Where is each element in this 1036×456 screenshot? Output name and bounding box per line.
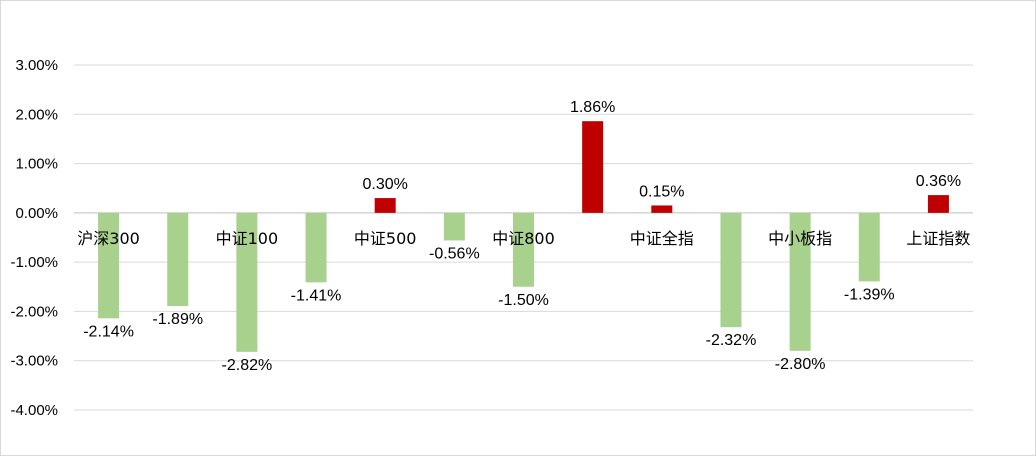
category-label: 沪深300	[77, 229, 140, 248]
y-tick-label: 1.00%	[15, 156, 58, 173]
bar	[858, 212, 880, 282]
bar	[167, 212, 189, 307]
data-label: -0.56%	[429, 245, 480, 262]
data-label: -1.41%	[291, 287, 342, 304]
bar	[443, 212, 465, 241]
category-label: 中证500	[354, 229, 417, 248]
bar	[651, 205, 673, 213]
bar	[582, 121, 604, 213]
data-label: -2.14%	[83, 323, 134, 340]
bar	[789, 212, 811, 351]
data-label: -1.50%	[498, 292, 549, 309]
data-label: 0.15%	[639, 183, 684, 200]
bar	[305, 212, 327, 283]
category-label: 中证800	[492, 229, 555, 248]
data-label: -2.82%	[222, 357, 273, 374]
data-label: 0.36%	[916, 173, 961, 190]
category-label: 中小板指	[768, 229, 832, 248]
data-label: 0.30%	[363, 176, 408, 193]
y-tick-label: -3.00%	[10, 353, 58, 370]
y-tick-label: 2.00%	[15, 106, 58, 123]
data-label: -2.80%	[775, 356, 826, 373]
y-tick-label: 0.00%	[15, 205, 58, 222]
bar	[720, 212, 742, 328]
data-label: 1.86%	[570, 99, 615, 116]
data-label: -1.89%	[152, 311, 203, 328]
y-tick-label: -2.00%	[10, 303, 58, 320]
data-label: -2.32%	[706, 332, 757, 349]
bar	[927, 195, 949, 213]
y-tick-label: -1.00%	[10, 254, 58, 271]
data-label: -1.39%	[844, 286, 895, 303]
bar	[98, 212, 120, 319]
bar	[236, 212, 258, 352]
y-tick-label: 3.00%	[15, 57, 58, 74]
category-label: 上证指数	[906, 229, 970, 248]
category-label: 中证全指	[630, 229, 694, 248]
bar	[374, 198, 396, 213]
bar	[513, 212, 534, 287]
y-tick-label: -4.00%	[10, 402, 58, 419]
category-label: 中证100	[216, 229, 279, 248]
